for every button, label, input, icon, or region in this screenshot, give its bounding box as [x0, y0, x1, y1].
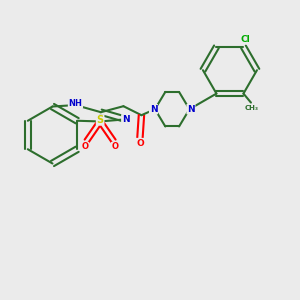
Text: Cl: Cl [240, 35, 250, 44]
Text: N: N [150, 105, 157, 114]
Text: N: N [122, 115, 129, 124]
Text: S: S [97, 115, 104, 125]
Text: NH: NH [68, 99, 83, 108]
Text: O: O [82, 142, 88, 152]
Text: N: N [187, 105, 195, 114]
Text: O: O [112, 142, 118, 152]
Text: CH₃: CH₃ [245, 105, 259, 111]
Text: O: O [136, 139, 144, 148]
